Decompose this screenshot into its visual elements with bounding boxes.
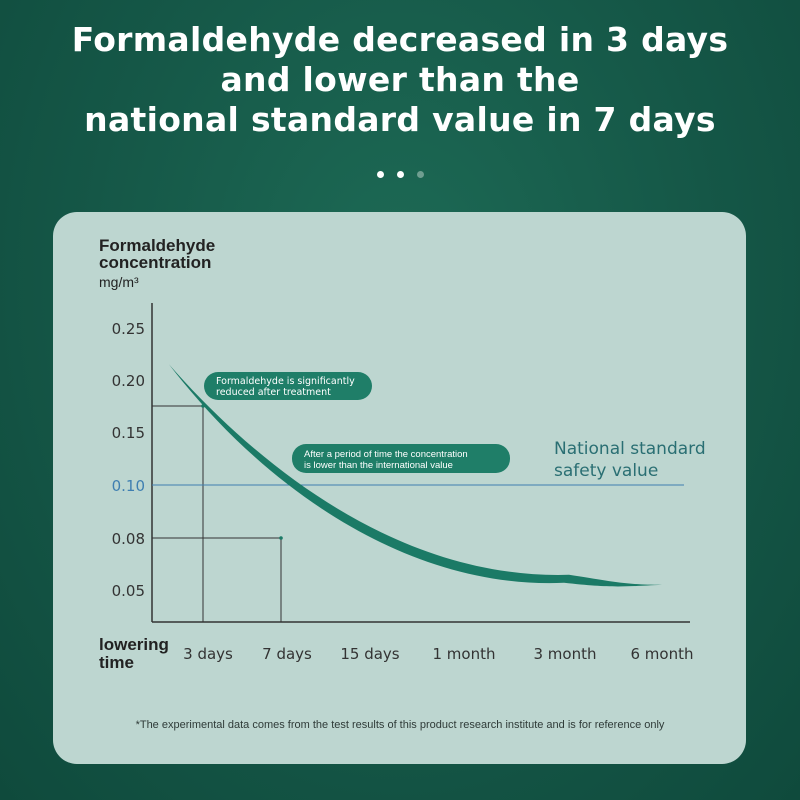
y-tick-label: 0.15 xyxy=(112,424,145,442)
headline-line-1: Formaldehyde decreased in 3 days xyxy=(71,20,729,59)
x-tick-label: 3 month xyxy=(534,645,597,663)
x-tick-label: 7 days xyxy=(262,645,312,663)
highlight-guides xyxy=(152,404,283,622)
ylabel-unit: mg/m³ xyxy=(99,274,139,290)
headline-line-2: and lower than the xyxy=(220,60,580,99)
chart-card xyxy=(53,212,746,764)
callout-1-line-2: reduced after treatment xyxy=(216,387,331,398)
y-tick-label: 0.08 xyxy=(112,530,145,548)
callout-2-bubble xyxy=(292,444,510,473)
reference-label-line-1: National standard xyxy=(554,439,706,459)
pager-dot-3[interactable] xyxy=(416,171,424,178)
x-tick-label: 6 month xyxy=(631,645,694,663)
y-tick-labels: 0.25 0.20 0.15 0.10 0.08 0.05 xyxy=(112,320,145,600)
reference-label-line-2: safety value xyxy=(554,461,658,481)
headline-line-3: national standard value in 7 days xyxy=(84,100,716,139)
y-tick-label: 0.20 xyxy=(112,372,145,390)
ylabel-line-2: concentration xyxy=(99,253,211,272)
headline: Formaldehyde decreased in 3 days and low… xyxy=(0,20,800,140)
pager-dot-1[interactable] xyxy=(376,171,384,178)
pager-dot-2[interactable] xyxy=(396,171,404,178)
ylabel-line-1: Formaldehyde xyxy=(99,236,215,255)
x-tick-label: 3 days xyxy=(183,645,233,663)
callout-1-line-1: Formaldehyde is significantly xyxy=(216,376,355,387)
x-tick-labels: 3 days 7 days 15 days 1 month 3 month 6 month xyxy=(183,645,693,663)
callout-1-bubble xyxy=(204,372,372,400)
x-tick-label: 15 days xyxy=(340,645,399,663)
callout-2-line-2: is lower than the international value xyxy=(304,460,453,471)
highlight-point xyxy=(279,536,283,540)
callout-2-line-1: After a period of time the concentration xyxy=(304,449,468,460)
footnote: *The experimental data comes from the te… xyxy=(135,719,665,731)
x-tick-label: 1 month xyxy=(433,645,496,663)
y-tick-label: 0.10 xyxy=(112,477,145,495)
y-tick-label: 0.25 xyxy=(112,320,145,338)
y-tick-label: 0.05 xyxy=(112,582,145,600)
carousel-pager xyxy=(0,171,800,178)
xlabel-line-1: lowering xyxy=(99,635,169,654)
xlabel-line-2: time xyxy=(99,653,134,672)
